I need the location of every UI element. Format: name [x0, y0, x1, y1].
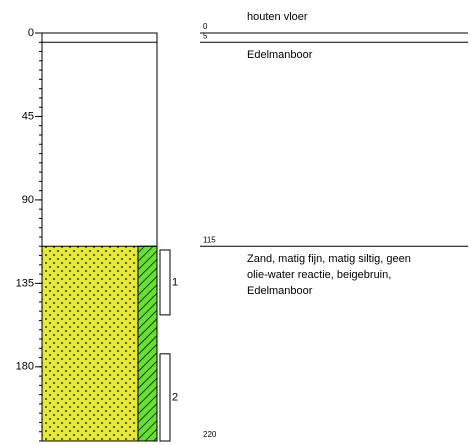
sample-box: [160, 354, 170, 441]
y-tick-label: 45: [22, 110, 34, 122]
layer-fill: [42, 42, 157, 246]
layer-description: Edelmanboor: [247, 49, 313, 61]
layer-description: houten vloer: [247, 11, 308, 23]
layer-description: olie-water reactie, beigebruin,: [247, 269, 391, 281]
boundary-label: 115: [203, 235, 216, 244]
layer-pattern: [42, 246, 138, 441]
y-tick-label: 180: [16, 361, 34, 373]
sample-box: [160, 250, 170, 315]
y-tick-label: 90: [22, 194, 34, 206]
layer-fill: [42, 33, 157, 42]
layer-description: Edelmanboor: [247, 285, 313, 297]
layer-description: Zand, matig fijn, matig siltig, geen: [247, 253, 411, 265]
borehole-log: houten vloer Edelmanboor Zand, matig fijn,…: [0, 0, 470, 445]
boundary-label: 0: [203, 22, 208, 31]
sample-label: 1: [172, 276, 178, 288]
boundary-label: 5: [203, 31, 208, 40]
y-tick-label: 0: [28, 27, 34, 39]
y-tick-label: 135: [16, 277, 34, 289]
layer-strip-hatch: [138, 246, 157, 441]
boundary-label: 220: [203, 430, 217, 439]
sample-label: 2: [172, 391, 178, 403]
